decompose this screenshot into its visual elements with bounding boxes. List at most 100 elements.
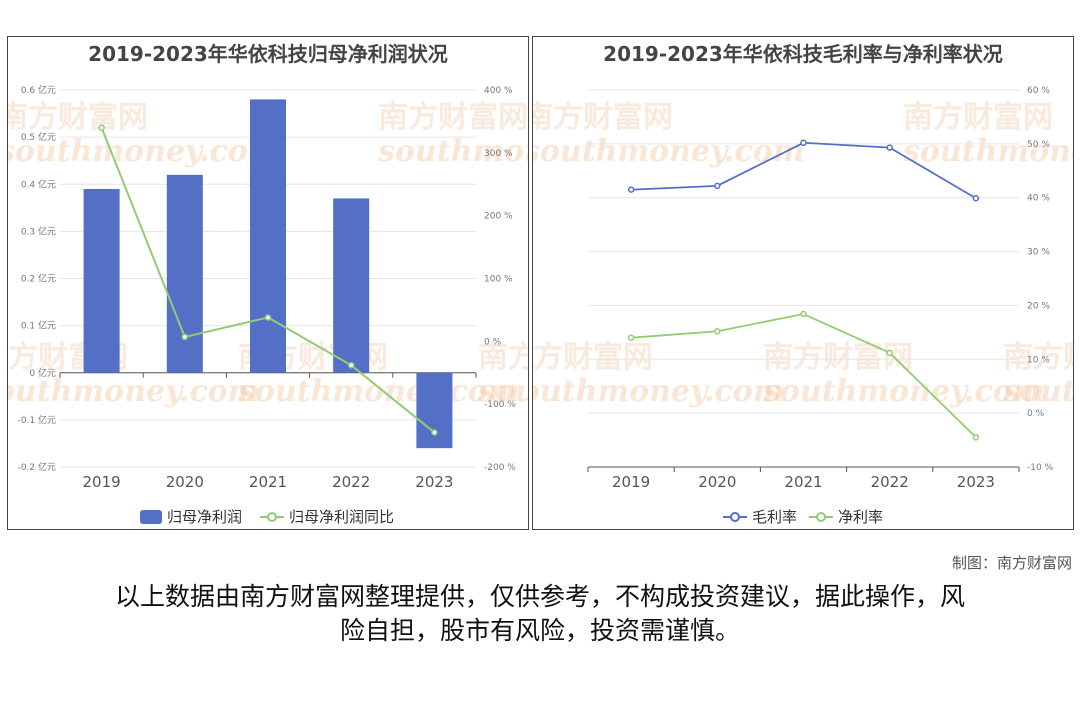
bar [166,174,203,373]
watermark-en: southmoney.com [8,134,279,169]
legend-swatch-point [267,512,277,522]
line-point [886,349,893,357]
disclaimer-line-2: 险自担，股市有风险，投资需谨慎。 [339,616,740,645]
line-point [181,333,189,341]
y-right-tick-label: 40 % [1027,194,1050,204]
watermark-en: southmoney.com [8,374,259,409]
chart-credit: 制图：南方财富网 [951,554,1072,572]
y-left-tick-label: 0 亿元 [29,367,56,379]
chart-title: 2019-2023年华依科技毛利率与净利率状况 [603,42,1003,66]
y-right-tick-label: 100 % [484,275,513,285]
y-left-tick-label: -0.1 亿元 [18,414,56,426]
legend-swatch-point [816,512,826,522]
x-tick-label: 2019 [83,473,121,491]
y-right-tick-label: 10 % [1027,355,1050,365]
legend-label: 归母净利润 [167,508,242,526]
bar [83,188,120,373]
x-tick-label: 2021 [249,473,287,491]
watermark-en: southmoney.com [533,134,804,169]
y-left-tick-label: -0.2 亿元 [18,461,56,473]
y-right-tick-label: -100 % [484,400,516,410]
x-tick-label: 2019 [612,473,650,491]
watermark-en: southmoney.com [477,374,528,409]
chart-panel-net-profit: 南方财富网southmoney.com南方财富网southmoney.com南方… [7,36,529,530]
watermark-cn: 南方财富网 [533,340,653,375]
watermark-cn: 南方财富网 [903,100,1053,135]
legend-label: 净利率 [838,508,883,526]
bar [250,99,286,373]
y-left-tick-label: 0.6 亿元 [21,84,56,96]
line-point [800,310,807,318]
line-point [800,139,807,147]
bar [333,198,370,373]
line-point [886,144,893,151]
watermark-cn: 南方财富网 [763,340,913,375]
y-right-tick-label: 400 % [484,86,513,96]
watermark-en: southmoney.com [377,134,528,169]
y-right-tick-label: 60 % [1027,86,1050,96]
legend-label: 归母净利润同比 [289,508,394,526]
line-point [264,314,272,321]
watermark-en: southmoney.com [902,134,1073,169]
bar [416,372,453,449]
y-right-tick-label: 200 % [484,212,513,222]
legend: 毛利率 净利率 [723,508,883,526]
watermark-cn: 南方财富网 [378,100,528,135]
y-right-tick-label: 0 % [484,337,502,347]
legend: 归母净利润 归母净利润同比 [140,508,394,526]
watermark-cn: 南方财富网 [1003,340,1073,375]
y-right-tick-label: 0 % [1027,409,1045,419]
y-right-tick-label: -10 % [1027,463,1054,473]
x-tick-label: 2022 [871,473,909,491]
chart-title: 2019-2023年华依科技归母净利润状况 [88,42,448,66]
margin-chart: 南方财富网southmoney.com南方财富网southmoney.com南方… [533,42,1073,526]
watermark-en: southmoney.com [533,374,784,409]
net-profit-chart: 南方财富网southmoney.com南方财富网southmoney.com南方… [8,42,528,526]
line-point [627,186,635,193]
line-point [972,434,980,441]
y-right-tick-label: 30 % [1027,248,1050,258]
line-point [714,328,721,335]
x-tick-label: 2023 [415,473,453,491]
line-point [627,334,635,341]
x-tick-label: 2020 [166,473,204,491]
x-tick-label: 2023 [957,473,995,491]
disclaimer-text: 以上数据由南方财富网整理提供，仅供参考，不构成投资建议，据此操作，风 险自担，股… [60,580,1020,648]
y-right-tick-label: -200 % [484,463,516,473]
x-tick-label: 2021 [784,473,822,491]
legend-label: 毛利率 [752,508,797,526]
watermark-en: southmoney.com [1002,374,1073,409]
disclaimer-line-1: 以上数据由南方财富网整理提供，仅供参考，不构成投资建议，据此操作，风 [114,582,965,611]
y-right-tick-label: 20 % [1027,301,1050,311]
line-point [972,195,980,202]
y-left-tick-label: 0.1 亿元 [21,320,56,332]
watermark-cn: 南方财富网 [8,100,148,135]
y-left-tick-label: 0.5 亿元 [21,131,56,143]
y-left-tick-label: 0.4 亿元 [21,178,56,190]
line-point [98,124,105,131]
watermark-en: southmoney.com [762,374,1044,409]
line-point [347,361,355,369]
watermark-cn: 南方财富网 [478,340,528,375]
y-left-tick-label: 0.3 亿元 [21,225,56,237]
x-tick-label: 2020 [698,473,736,491]
watermark-cn: 南方财富网 [533,100,673,135]
line-point [431,429,438,436]
legend-swatch-point [730,512,740,522]
watermark-en: southmoney.com [237,374,519,409]
y-right-tick-label: 300 % [484,149,513,159]
x-tick-label: 2022 [332,473,370,491]
chart-panel-margins: 南方财富网southmoney.com南方财富网southmoney.com南方… [532,36,1074,530]
y-right-tick-label: 50 % [1027,140,1050,150]
y-left-tick-label: 0.2 亿元 [21,273,56,285]
line-point [714,182,721,190]
legend-swatch-bar [140,510,162,524]
